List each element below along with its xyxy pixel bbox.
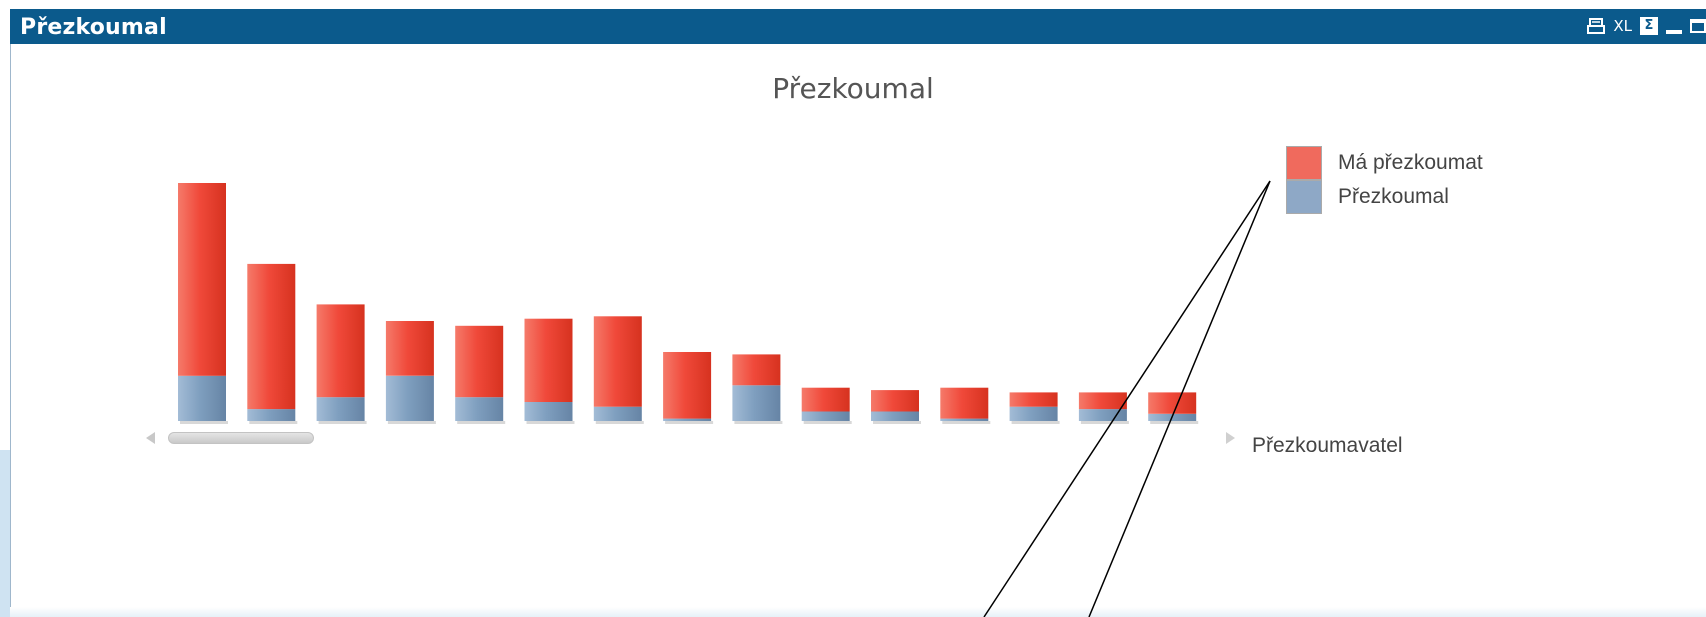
bar-segment-ma-prezkoumat-11[interactable] [871, 390, 919, 412]
bar-segment-ma-prezkoumat-14[interactable] [1078, 392, 1127, 410]
bar-segment-ma-prezkoumat-9[interactable] [732, 354, 781, 386]
bar-segment-prezkoumal-10[interactable] [801, 411, 850, 422]
bar-segment-ma-prezkoumat-8[interactable] [663, 352, 712, 419]
maximize-icon[interactable] [1690, 19, 1706, 33]
bar-shadow-14 [1080, 421, 1129, 424]
print-icon[interactable] [1587, 15, 1606, 37]
scroll-left-arrow[interactable] [146, 432, 155, 444]
bar-shadow-3 [318, 421, 367, 424]
legend-item-prezkoumal[interactable]: Přezkoumal [1286, 180, 1483, 214]
bar-segment-ma-prezkoumat-3[interactable] [316, 304, 365, 398]
bar-shadow-11 [873, 421, 921, 424]
bar-segment-ma-prezkoumat-7[interactable] [593, 316, 642, 407]
bars-group [178, 183, 1199, 424]
bar-segment-prezkoumal-2[interactable] [247, 409, 296, 421]
chart-legend: Má přezkoumat Přezkoumal [1286, 146, 1483, 214]
bar-segment-prezkoumal-8[interactable] [663, 418, 712, 421]
bar-shadow-9 [734, 421, 783, 424]
legend-label: Přezkoumal [1338, 185, 1449, 208]
bar-segment-prezkoumal-7[interactable] [593, 406, 642, 421]
bar-shadow-8 [665, 421, 714, 424]
bar-shadow-10 [803, 421, 852, 424]
sigma-icon[interactable]: Σ [1640, 17, 1658, 35]
chart-title: Přezkoumal [772, 72, 934, 105]
legend-swatch-red [1286, 146, 1322, 180]
bar-segment-ma-prezkoumat-5[interactable] [455, 325, 504, 398]
caption-icons: XL Σ [1587, 15, 1706, 37]
bar-segment-ma-prezkoumat-4[interactable] [385, 321, 434, 376]
send-to-excel-icon[interactable]: XL [1613, 17, 1632, 35]
bar-segment-ma-prezkoumat-6[interactable] [524, 318, 573, 402]
bar-segment-prezkoumal-5[interactable] [455, 397, 504, 421]
bar-segment-prezkoumal-3[interactable] [316, 397, 365, 421]
bar-segment-prezkoumal-12[interactable] [940, 418, 989, 421]
bar-segment-prezkoumal-14[interactable] [1078, 409, 1127, 421]
window-title: Přezkoumal [20, 15, 167, 40]
scrollbar-thumb[interactable] [168, 432, 314, 444]
bar-segment-prezkoumal-4[interactable] [385, 375, 434, 421]
x-axis-label: Přezkoumavatel [1252, 434, 1403, 457]
frame-bottom-edge [10, 607, 1706, 617]
legend-swatch-blue [1286, 180, 1322, 214]
legend-label: Má přezkoumat [1338, 151, 1483, 174]
bar-shadow-13 [1011, 421, 1060, 424]
bar-segment-prezkoumal-6[interactable] [524, 402, 573, 421]
minimize-icon[interactable] [1666, 30, 1682, 34]
background-strip [0, 450, 10, 617]
bar-shadow-12 [942, 421, 991, 424]
bar-segment-prezkoumal-13[interactable] [1009, 406, 1058, 421]
legend-item-ma-prezkoumat[interactable]: Má přezkoumat [1286, 146, 1483, 180]
bar-shadow-2 [249, 421, 298, 424]
bar-segment-prezkoumal-11[interactable] [871, 411, 919, 422]
bar-segment-prezkoumal-15[interactable] [1148, 413, 1197, 421]
bar-shadow-5 [457, 421, 506, 424]
bar-shadow-1 [180, 421, 228, 424]
bar-shadow-4 [387, 421, 436, 424]
bar-shadow-15 [1150, 421, 1199, 424]
bar-segment-ma-prezkoumat-15[interactable] [1148, 392, 1197, 414]
bar-segment-ma-prezkoumat-12[interactable] [940, 387, 989, 419]
bar-segment-ma-prezkoumat-13[interactable] [1009, 392, 1058, 407]
bar-segment-ma-prezkoumat-2[interactable] [247, 263, 296, 410]
bar-segment-prezkoumal-9[interactable] [732, 385, 781, 421]
bar-segment-ma-prezkoumat-1[interactable] [178, 183, 226, 376]
scroll-right-arrow[interactable] [1226, 432, 1235, 444]
bar-shadow-6 [526, 421, 575, 424]
bar-shadow-7 [595, 421, 644, 424]
window-caption[interactable]: Přezkoumal XL Σ [10, 9, 1706, 44]
bar-segment-prezkoumal-1[interactable] [178, 375, 226, 421]
bar-segment-ma-prezkoumat-10[interactable] [801, 387, 850, 412]
